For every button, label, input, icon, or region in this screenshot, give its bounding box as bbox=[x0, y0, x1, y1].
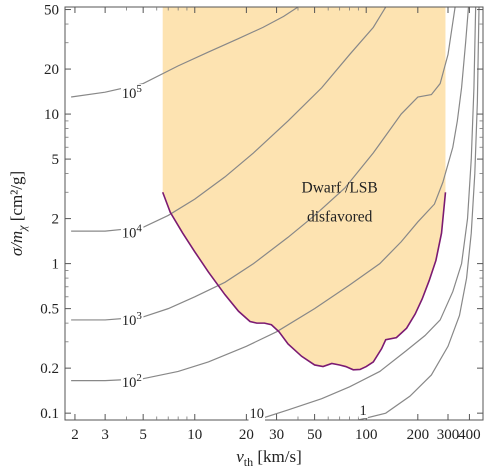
y-axis-title: σ/mχ [cm²/g] bbox=[7, 171, 29, 256]
x-tick-label-2: 5 bbox=[139, 427, 147, 443]
contour-lines-group bbox=[71, 7, 480, 420]
contour-line-6 bbox=[358, 7, 480, 420]
contour-label-6: 1 bbox=[360, 403, 367, 419]
region-label-line2: disfavored bbox=[307, 209, 373, 226]
x-tick-label-9: 300 bbox=[437, 427, 460, 443]
region-label-line1: Dwarf /LSB bbox=[302, 179, 378, 196]
contour-line-4 bbox=[71, 7, 470, 382]
contour-line-3 bbox=[71, 7, 456, 321]
plot-frame bbox=[64, 6, 484, 421]
y-tick-label-1: 0.2 bbox=[40, 361, 59, 377]
x-tick-label-5: 30 bbox=[269, 427, 284, 443]
x-tick-label-4: 20 bbox=[239, 427, 254, 443]
disfavored-region-boundary bbox=[161, 191, 447, 371]
contour-label-5: 10 bbox=[250, 406, 265, 422]
contour-label-4: 102 bbox=[122, 372, 142, 391]
contour-label-bg-4 bbox=[120, 372, 143, 390]
x-tick-label-3: 10 bbox=[187, 427, 202, 443]
plot-frame-group bbox=[64, 6, 484, 421]
y-tick-label-3: 1 bbox=[52, 257, 60, 273]
disfavored-region-fill bbox=[162, 7, 446, 370]
disfavored-region-group bbox=[162, 7, 446, 370]
x-tick-label-1: 3 bbox=[101, 427, 109, 443]
y-tick-label-6: 10 bbox=[44, 107, 59, 123]
contour-label-bg-6 bbox=[358, 403, 368, 418]
x-tick-label-10: 400 bbox=[458, 427, 481, 443]
x-tick-label-6: 50 bbox=[307, 427, 322, 443]
y-tick-label-5: 5 bbox=[52, 152, 60, 168]
contour-label-bg-3 bbox=[120, 310, 144, 328]
contour-label-bg-1 bbox=[120, 84, 144, 102]
x-tick-label-0: 2 bbox=[71, 427, 79, 443]
contour-label-1: 105 bbox=[122, 83, 143, 102]
y-tick-label-8: 50 bbox=[44, 3, 59, 19]
axis-ticks-group bbox=[65, 7, 483, 420]
contour-label-bg-5 bbox=[248, 407, 266, 422]
contour-label-3: 103 bbox=[122, 310, 143, 329]
x-tick-label-8: 200 bbox=[407, 427, 430, 443]
y-tick-label-0: 0.1 bbox=[40, 406, 59, 422]
y-tick-label-7: 20 bbox=[44, 62, 59, 78]
contour-label-2: 104 bbox=[122, 222, 143, 241]
x-tick-label-7: 100 bbox=[355, 427, 378, 443]
contour-label-bg-2 bbox=[120, 223, 144, 241]
y-tick-label-4: 2 bbox=[52, 212, 60, 228]
y-tick-label-2: 0.5 bbox=[40, 302, 59, 318]
x-axis-title: vth [km/s] bbox=[236, 447, 302, 468]
contour-line-1 bbox=[71, 7, 299, 98]
contour-line-5 bbox=[256, 7, 477, 420]
